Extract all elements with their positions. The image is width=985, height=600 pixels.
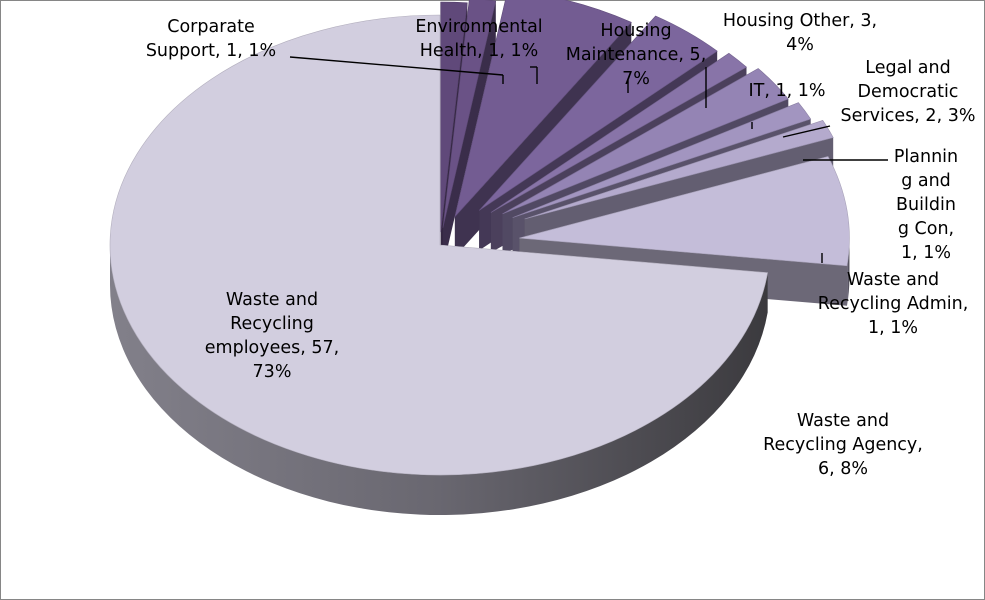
slice-top — [502, 68, 789, 215]
data-label-housing-maintenance: Housing Maintenance, 5, 7% — [566, 21, 707, 89]
slice-top — [109, 14, 768, 476]
slice-cut-face — [442, 0, 496, 268]
data-label-corparate-support: Corparate Support, 1, 1% — [146, 17, 276, 61]
slice-top — [524, 120, 834, 220]
data-label-waste-and-recycling-employees: Waste and Recycling employees, 57, 73% — [205, 290, 339, 382]
data-label-waste-and-recycling-agency: Waste and Recycling Agency, 6, 8% — [763, 411, 923, 479]
slice-waste-and-recycling-employees — [109, 14, 768, 516]
slice-environmental-health — [442, 0, 497, 268]
leader-line-corparate-support — [289, 56, 504, 76]
slice-top — [519, 156, 850, 267]
slice-top — [440, 1, 468, 233]
data-label-waste-and-recycling-admin: Waste and Recycling Admin, 1, 1% — [818, 270, 969, 338]
slice-side — [110, 245, 768, 516]
leader-line-legal-and-democratic-services — [782, 125, 831, 138]
data-label-planning-and-building-con: Plannin g and Buildin g Con, 1, 1% — [894, 147, 958, 263]
data-label-housing-other: Housing Other, 3, 4% — [723, 11, 877, 55]
slice-top — [490, 52, 748, 213]
data-label-it: IT, 1, 1% — [749, 81, 826, 101]
slice-top — [512, 102, 812, 218]
data-label-environmental-health: Environmental Health, 1, 1% — [415, 17, 542, 61]
data-label-legal-and-democratic-services: Legal and Democratic Services, 2, 3% — [841, 58, 976, 126]
slice-top — [478, 15, 718, 211]
slice-top — [442, 0, 497, 228]
slice-top — [454, 0, 632, 218]
